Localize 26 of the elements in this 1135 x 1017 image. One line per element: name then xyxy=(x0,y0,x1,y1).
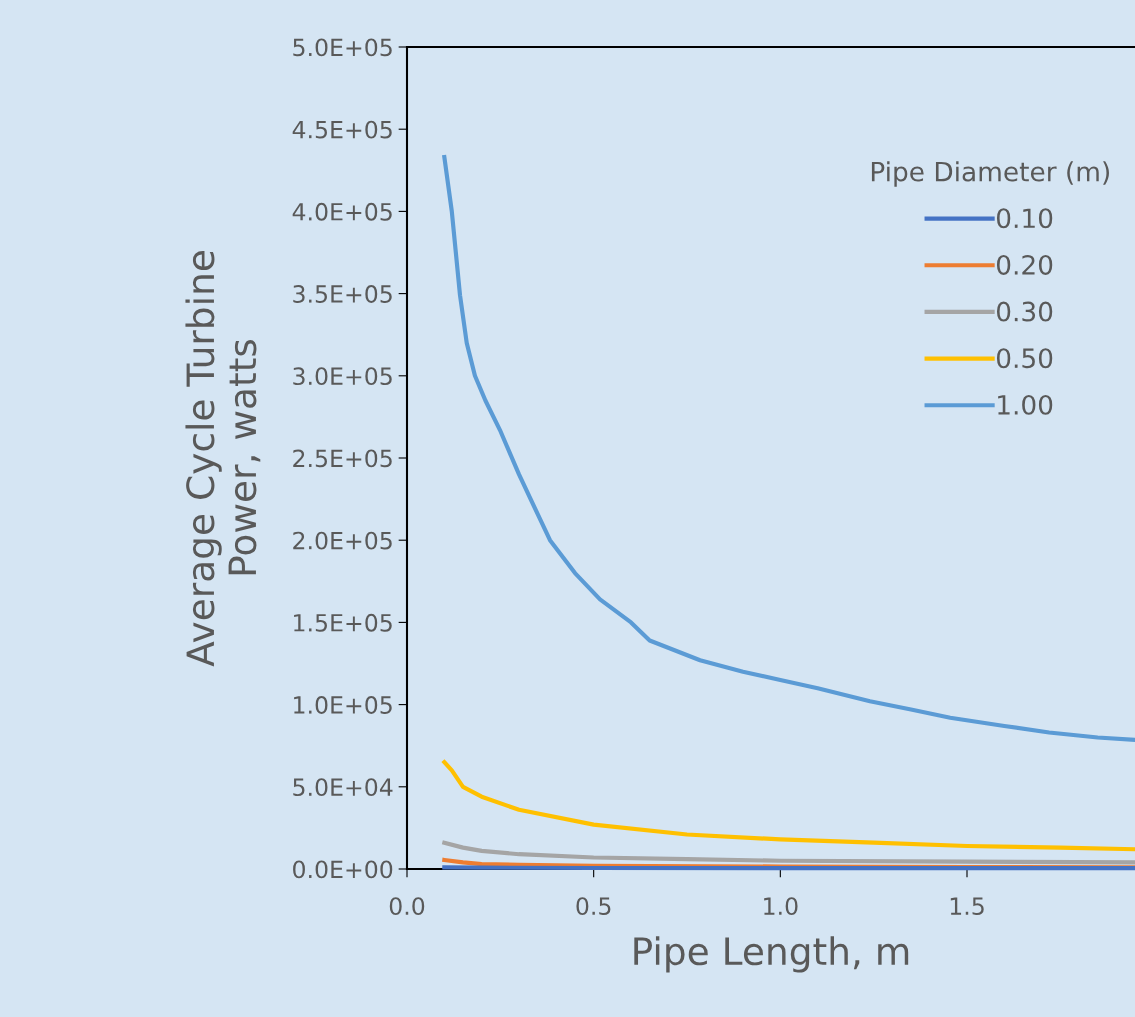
y-axis-title: Average Cycle Turbine Power, watts xyxy=(185,251,261,667)
line-series xyxy=(442,155,1135,743)
x-tick-label: 0.5 xyxy=(576,897,611,916)
line-series xyxy=(442,760,1135,852)
x-tick-label: 1.5 xyxy=(950,897,984,916)
legend-label: 0.10 xyxy=(996,208,1053,229)
x-tick-label: 1.0 xyxy=(764,897,798,916)
y-tick-label: 3.5E+05 xyxy=(293,285,392,303)
legend-title: Pipe Diameter (m) xyxy=(871,161,1109,187)
y-tick-label: 4.5E+05 xyxy=(292,120,392,139)
legend-label: 0.50 xyxy=(996,348,1053,369)
legend-label: 0.30 xyxy=(996,301,1053,322)
legend-label: 0.20 xyxy=(996,254,1053,275)
y-tick-label: 3.0E+05 xyxy=(293,367,392,386)
y-tick-label: 2.5E+05 xyxy=(293,449,392,468)
x-axis-title: Pipe Length, m xyxy=(634,936,909,973)
line-series xyxy=(442,840,1135,865)
y-tick-label: 1.5E+05 xyxy=(294,613,392,632)
y-tick-label: 5.0E+04 xyxy=(293,778,393,797)
y-tick-label: 5.0E+05 xyxy=(293,38,392,57)
legend-label: 1.00 xyxy=(998,394,1053,415)
y-tick-label: 2.0E+05 xyxy=(293,531,392,550)
y-tick-label: 0.0E+00 xyxy=(293,860,393,879)
y-tick-label: 4.0E+05 xyxy=(292,202,392,221)
x-tick-label: 0.0 xyxy=(389,897,425,916)
y-tick-label: 1.0E+05 xyxy=(294,696,392,714)
